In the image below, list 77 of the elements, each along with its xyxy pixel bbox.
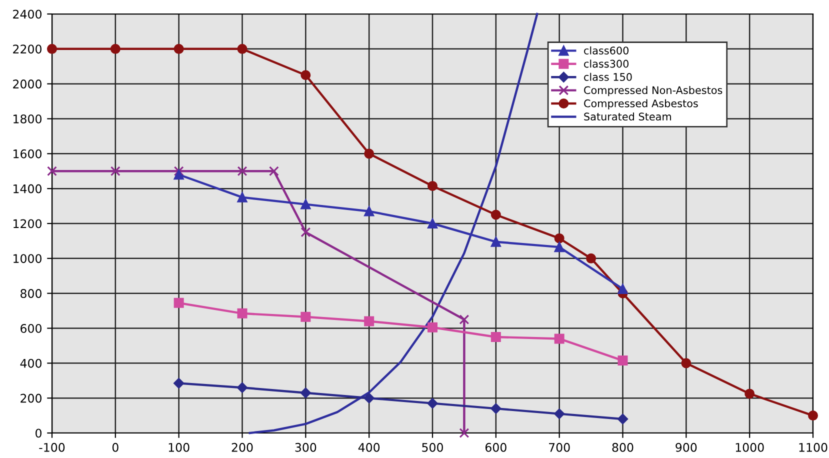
point [110,44,120,54]
point [618,356,628,366]
point [174,44,184,54]
x-tick-label: 1000 [736,442,764,452]
x-tick-label: 500 [422,442,443,452]
legend-label: class 150 [584,72,632,81]
x-tick-label: 100 [168,442,190,452]
point [300,312,311,322]
point [174,166,184,176]
x-tick-label: 300 [295,442,316,452]
point [490,332,501,342]
point [459,428,470,438]
legend-label: class300 [584,60,629,68]
y-tick-label: 1000 [14,254,42,264]
point [174,298,184,308]
y-tick-label: 1200 [14,219,42,228]
point [237,308,248,318]
point [428,180,438,191]
x-tick-label: 200 [232,442,253,452]
point [618,284,628,294]
y-tick-label: 800 [20,289,42,298]
x-tick-label: 700 [549,442,570,452]
point [428,322,438,332]
point [490,403,502,414]
point [364,316,374,326]
x-tick-label: 600 [485,442,506,452]
point [110,166,120,176]
x-tick-label: 900 [676,442,697,452]
point [364,206,374,216]
point [268,166,279,176]
y-tick-label: 600 [20,324,42,333]
point [744,388,755,399]
x-tick-label: 0 [112,442,118,452]
point [490,210,501,220]
point [554,408,565,420]
point [47,166,57,176]
y-tick-label: 2200 [13,44,42,54]
x-tick-label: 1100 [799,442,828,452]
point [617,414,628,424]
point [300,70,311,80]
point [236,382,248,393]
legend-label: class600 [584,46,629,54]
y-tick-label: 0 [36,428,42,438]
y-tick-label: 200 [20,394,42,403]
point [554,242,564,252]
x-tick-label: 800 [612,442,634,452]
x-tick-label: 400 [358,442,380,452]
point [490,236,501,247]
point [428,218,438,228]
point [47,44,57,54]
point [237,166,248,176]
point [174,170,184,180]
point [364,148,374,159]
point [300,388,311,398]
legend-label: Compressed Non-Asbestos [584,86,722,96]
point [427,398,438,409]
y-tick-label: 2000 [13,80,42,88]
point [364,392,374,404]
y-tick-label: 1400 [14,184,42,194]
y-tick-label: 2400 [13,10,42,19]
y-tick-label: 1600 [14,149,42,158]
point [300,199,311,210]
point [459,314,470,325]
point [681,358,692,368]
point [808,410,818,421]
legend-label: Compressed Asbestos [584,99,698,110]
point [237,192,248,202]
point [237,44,248,54]
x-tick-label: -100 [39,442,65,452]
point [174,378,184,388]
y-tick-label: 400 [20,358,42,368]
point [554,334,564,344]
point [300,227,311,238]
point [554,233,564,244]
point [586,253,596,264]
legend-label: Saturated Steam [584,112,671,121]
y-tick-label: 1800 [14,114,42,124]
